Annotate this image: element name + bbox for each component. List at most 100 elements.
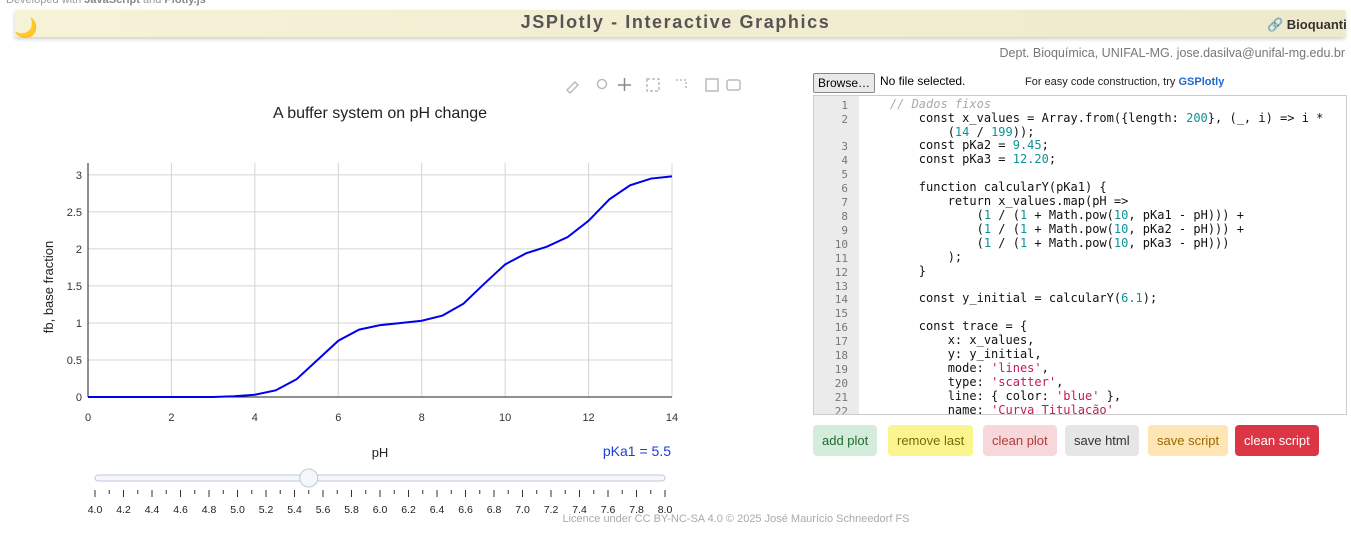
x-tick-label: 0 <box>85 412 91 424</box>
slider-tick-label: 4.8 <box>202 504 217 516</box>
x-tick-label: 14 <box>666 412 678 424</box>
dev-and: and <box>143 0 162 6</box>
y-tick-label: 1.5 <box>67 281 82 293</box>
x-tick-label: 8 <box>419 412 425 424</box>
code-line: ); <box>861 249 963 264</box>
slider-tick-label: 5.0 <box>230 504 245 516</box>
code-line: (1 / (1 + Math.pow(10, pKa1 - pH))) + <box>861 207 1244 222</box>
slider-tick-label: 6.8 <box>487 504 502 516</box>
line-number: 11 <box>834 251 848 265</box>
slider-tick-label: 4.6 <box>173 504 188 516</box>
button[interactable]: clean script <box>1235 425 1319 456</box>
y-tick-label: 2.5 <box>67 207 82 219</box>
slider-tick-label: 6.6 <box>458 504 473 516</box>
button[interactable]: add plot <box>813 425 878 456</box>
line-number: 14 <box>834 293 848 307</box>
modebar <box>565 78 741 95</box>
code-line: const pKa3 = 12.20; <box>861 152 1057 166</box>
gsplotly-link[interactable]: GSPlotly <box>1178 76 1225 88</box>
slider-tick-label: 7.4 <box>572 504 587 516</box>
line-number: 7 <box>841 195 848 209</box>
slider-tick-label: 8.0 <box>658 504 673 516</box>
developed-note: Developed with JavaScript and Plotly.js <box>6 0 206 6</box>
dev-prefix: Developed with <box>6 0 82 6</box>
line-number: 3 <box>841 140 848 153</box>
x-tick-label: 6 <box>335 412 341 424</box>
modebar-icon[interactable] <box>646 78 660 92</box>
modebar-icon[interactable] <box>565 80 580 95</box>
line-number: 4 <box>841 154 848 167</box>
slider-label: pKa1 = 5.5 <box>603 443 671 459</box>
code-line: function calcularY(pKa1) { <box>861 179 1107 194</box>
x-tick-label: 2 <box>168 412 174 424</box>
slider-tick-label: 6.0 <box>373 504 388 516</box>
code-line: // Dados fixos <box>889 97 992 111</box>
slider-tick-label: 6.4 <box>430 504 445 516</box>
slider-tick-label: 5.6 <box>316 504 331 516</box>
button[interactable]: save html <box>1065 425 1139 456</box>
chart: A buffer system on pH change pH fb, base… <box>41 78 741 516</box>
modebar-icon[interactable] <box>705 78 719 92</box>
button[interactable]: save script <box>1148 425 1229 456</box>
chart-title: A buffer system on pH change <box>273 105 487 122</box>
line-number: 15 <box>834 307 848 321</box>
code-line: const pKa2 = 9.45; <box>861 138 1049 152</box>
x-tick-label: 10 <box>499 412 511 424</box>
modebar-icon[interactable] <box>726 79 741 91</box>
header-bar <box>15 10 1345 37</box>
slider-tick-label: 7.8 <box>629 504 644 516</box>
code-line: (1 / (1 + Math.pow(10, pKa3 - pH))) <box>861 235 1230 250</box>
slider-tick-label: 7.6 <box>601 504 616 516</box>
footer: Licence under CC BY-NC-SA 4.0 © 2025 Jos… <box>562 513 910 525</box>
button[interactable]: remove last <box>888 425 974 456</box>
slider-track <box>94 474 666 482</box>
y-tick-label: 0.5 <box>67 355 82 367</box>
code-line: const y_initial = calcularY(6.1); <box>861 291 1158 306</box>
slider-tick-label: 4.2 <box>116 504 131 516</box>
line-number: 17 <box>834 334 848 348</box>
code-editor[interactable]: 1 2 3 4 5 6 7 8 9 10 11 12 13 14 15 16 17 18 19 20 21 22 // D… <box>813 95 1347 415</box>
code-line: name: 'Curva Titulação' <box>861 402 1114 415</box>
hint-text: For easy code construction, try <box>1025 76 1176 88</box>
x-tick-label: 12 <box>582 412 594 424</box>
line-number: 2 <box>841 113 848 126</box>
line-number: 22 <box>834 404 848 415</box>
x-axis-title: pH <box>372 445 389 460</box>
theme-toggle[interactable]: 🌙 <box>14 18 38 39</box>
code-line: x: x_values, <box>861 332 1035 347</box>
button[interactable]: clean plot <box>983 425 1057 456</box>
slider-tick-label: 5.8 <box>344 504 359 516</box>
slider-tick-label: 7.2 <box>544 504 559 516</box>
y-tick-label: 0 <box>76 392 82 404</box>
file-status: No file selected. <box>880 74 966 88</box>
code-line: line: { color: 'blue' }, <box>861 388 1122 403</box>
y-tick-label: 1 <box>76 318 82 330</box>
modebar-icon[interactable] <box>596 78 608 90</box>
y-axis-title: fb, base fraction <box>41 241 56 334</box>
app-title: JSPlotly - Interactive Graphics <box>520 12 831 32</box>
code-line: y: y_initial, <box>861 346 1042 361</box>
gutter: 1 2 3 4 5 6 7 8 9 10 11 12 13 14 15 16 17 18 19 20 21 22 <box>814 96 859 414</box>
slider-tick-label: 7.0 <box>515 504 530 516</box>
modebar-icon[interactable] <box>618 78 631 91</box>
slider-tick-label: 5.2 <box>259 504 274 516</box>
browse-button[interactable]: Browse… <box>813 73 876 93</box>
modebar-icon[interactable] <box>676 79 687 90</box>
slider-thumb[interactable] <box>299 468 319 488</box>
line-number: 5 <box>841 168 848 181</box>
line-number: 16 <box>834 320 848 334</box>
line-number: 9 <box>841 223 848 237</box>
code-line: type: 'scatter', <box>861 374 1064 389</box>
code-line: } <box>861 263 927 278</box>
dev-js: JavaScript <box>84 0 140 6</box>
slider-tick-label: 6.2 <box>401 504 416 516</box>
y-tick-label: 3 <box>76 170 82 182</box>
code-line: mode: 'lines', <box>861 360 1049 375</box>
line-number: 10 <box>834 237 848 251</box>
line-number: 20 <box>834 376 848 390</box>
code-line: const trace = { <box>861 318 1028 333</box>
bioquanti-link[interactable]: 🔗 Bioquanti <box>1267 17 1347 32</box>
line-number: 6 <box>841 181 848 195</box>
y-tick-label: 2 <box>76 244 82 256</box>
